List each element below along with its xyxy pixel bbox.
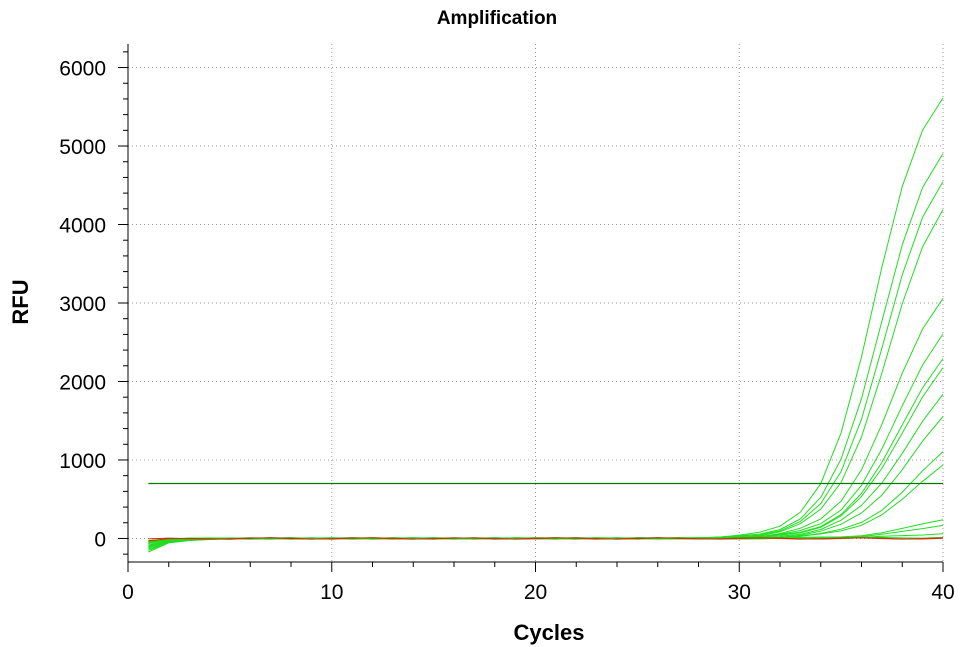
- x-tick-label-4: 40: [931, 581, 954, 604]
- x-tick-label-3: 30: [728, 581, 751, 604]
- y-tick-label-6: 6000: [59, 58, 106, 81]
- y-tick-label-5: 5000: [59, 136, 106, 159]
- amplification-curve-5: [148, 298, 944, 548]
- y-axis-label: RFU: [8, 279, 33, 324]
- x-tick-label-0: 0: [122, 581, 134, 604]
- y-tick-label-0: 0: [94, 528, 106, 551]
- series-group: [148, 97, 944, 553]
- y-tick-label-4: 4000: [59, 215, 106, 238]
- x-tick-label-2: 20: [524, 581, 547, 604]
- y-tick-label-3: 3000: [59, 293, 106, 316]
- ticks: 0 1000 2000 3000 4000 5000 6000 0 10 20 30 40: [59, 51, 955, 604]
- amplification-curve-4: [148, 209, 944, 549]
- x-tick-label-1: 10: [320, 581, 343, 604]
- amplification-curve-2: [148, 153, 944, 551]
- y-tick-label-1: 1000: [59, 450, 106, 473]
- amplification-curve-3: [148, 181, 944, 550]
- y-tick-label-2: 2000: [59, 371, 106, 394]
- chart-title: Amplification: [437, 8, 557, 29]
- amplification-curve-7: [148, 358, 944, 546]
- amplification-curve-18: [148, 537, 944, 540]
- amplification-curve-10: [148, 416, 944, 544]
- amplification-curve-8: [148, 367, 944, 548]
- x-axis-label: Cycles: [514, 620, 585, 645]
- amplification-curve-6: [148, 333, 944, 547]
